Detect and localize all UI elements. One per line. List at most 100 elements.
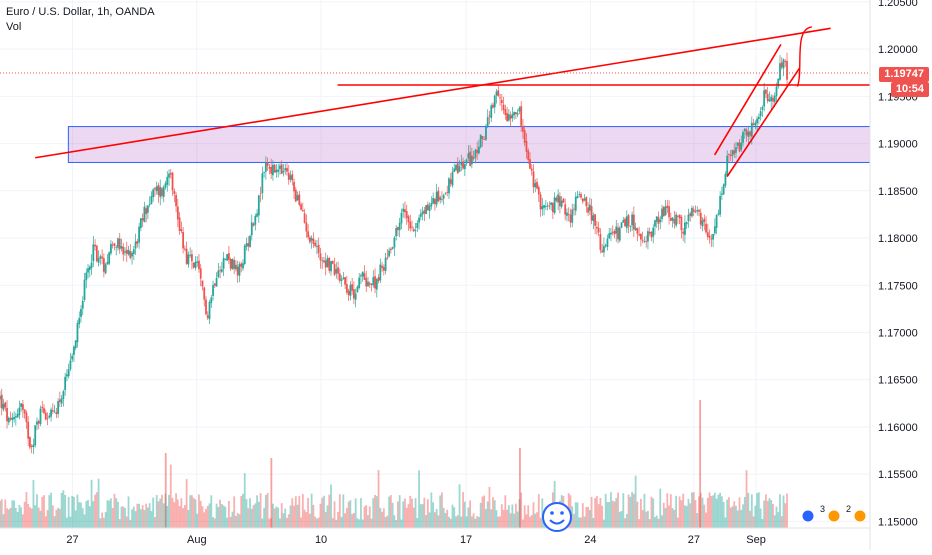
volume-bar — [585, 507, 588, 528]
volume-bar — [169, 464, 172, 528]
volume-bar — [715, 498, 718, 528]
candle-body — [18, 407, 21, 416]
candle-body — [418, 217, 420, 223]
volume-bar — [430, 492, 433, 528]
candle-body — [44, 412, 47, 420]
volume-bar — [219, 499, 221, 528]
candle-body — [323, 260, 325, 263]
candle-body — [9, 417, 12, 420]
candle-body — [470, 155, 473, 165]
candle-body — [245, 243, 248, 247]
smiley-face-icon[interactable] — [542, 502, 572, 532]
volume-bar — [60, 492, 63, 528]
candle-body — [685, 222, 688, 225]
candle-body — [514, 112, 517, 114]
candle-body — [136, 241, 139, 244]
candle-body — [321, 260, 324, 262]
candle-body — [66, 374, 68, 377]
volume-bar — [506, 509, 508, 528]
volume-bar — [514, 503, 517, 528]
volume-bar — [118, 519, 121, 528]
candle-body — [696, 209, 699, 212]
candle-body — [106, 261, 109, 265]
candle-body — [507, 114, 510, 121]
volume-bar — [14, 507, 17, 528]
candle-body — [131, 252, 133, 257]
candle-body — [441, 199, 443, 200]
volume-bar — [97, 478, 100, 528]
chart-title: Euro / U.S. Dollar, 1h, OANDA — [6, 6, 155, 18]
volume-bar — [576, 502, 579, 528]
candle-body — [347, 290, 350, 295]
candle-body — [37, 421, 40, 424]
volume-bar — [27, 503, 30, 528]
volume-bar — [655, 515, 658, 528]
candle-body — [118, 238, 121, 250]
candle-body — [30, 446, 33, 447]
candle-body — [154, 188, 156, 190]
candle-body — [669, 217, 672, 221]
volume-bar — [678, 496, 681, 528]
volume-bar — [441, 492, 443, 528]
volume-bar — [458, 484, 461, 528]
volume-bar — [372, 498, 375, 528]
candle-body — [425, 205, 427, 215]
candle-body — [372, 277, 375, 286]
volume-bar — [249, 498, 251, 528]
candle-body — [782, 59, 785, 69]
candle-body — [48, 415, 51, 418]
candle-body — [479, 134, 482, 148]
volume-bar — [157, 501, 160, 528]
candle-body — [490, 105, 493, 118]
volume-bar — [395, 519, 398, 528]
candle-body — [580, 194, 582, 198]
candle-body — [731, 149, 734, 156]
volume-bar — [786, 493, 788, 528]
candle-body — [212, 285, 214, 296]
candle-body — [287, 172, 290, 180]
candle-body — [222, 258, 225, 269]
drawing-annotations[interactable] — [0, 26, 870, 178]
volume-bar — [696, 513, 699, 528]
volume-bar — [51, 505, 54, 528]
candle-body — [551, 203, 554, 213]
candle-body — [777, 78, 780, 87]
candle-body — [155, 186, 158, 191]
volume-bar — [446, 509, 449, 528]
candle-body — [388, 250, 391, 257]
volume-bar — [520, 492, 523, 528]
candle-body — [742, 132, 744, 143]
candle-body — [588, 204, 591, 211]
volume-bar — [247, 508, 250, 528]
candle-body — [363, 273, 366, 280]
volume-bar — [384, 517, 387, 528]
volume-bar — [710, 495, 713, 528]
volume-bar — [425, 515, 427, 528]
candle-body — [694, 211, 697, 213]
volume-bar — [684, 505, 686, 528]
candle-body — [34, 425, 37, 446]
candle-body — [698, 210, 700, 212]
volume-bar — [57, 507, 60, 528]
candle-body — [257, 195, 260, 216]
candle-body — [384, 257, 387, 271]
candle-body — [779, 63, 781, 80]
volume-bar — [175, 493, 177, 528]
grid-lines — [0, 0, 870, 528]
candle-body — [280, 164, 283, 174]
candle-body — [307, 231, 310, 238]
candle-body — [650, 231, 653, 238]
volume-bar — [374, 494, 376, 528]
volume-bar — [94, 494, 96, 528]
candle-body — [689, 213, 692, 216]
volume-bar — [87, 499, 89, 528]
volume-bar — [722, 501, 725, 528]
candle-body — [113, 243, 116, 246]
volume-bar — [705, 512, 707, 528]
volume-bar — [141, 505, 144, 528]
volume-bar — [453, 507, 456, 528]
volume-bar — [573, 513, 575, 528]
